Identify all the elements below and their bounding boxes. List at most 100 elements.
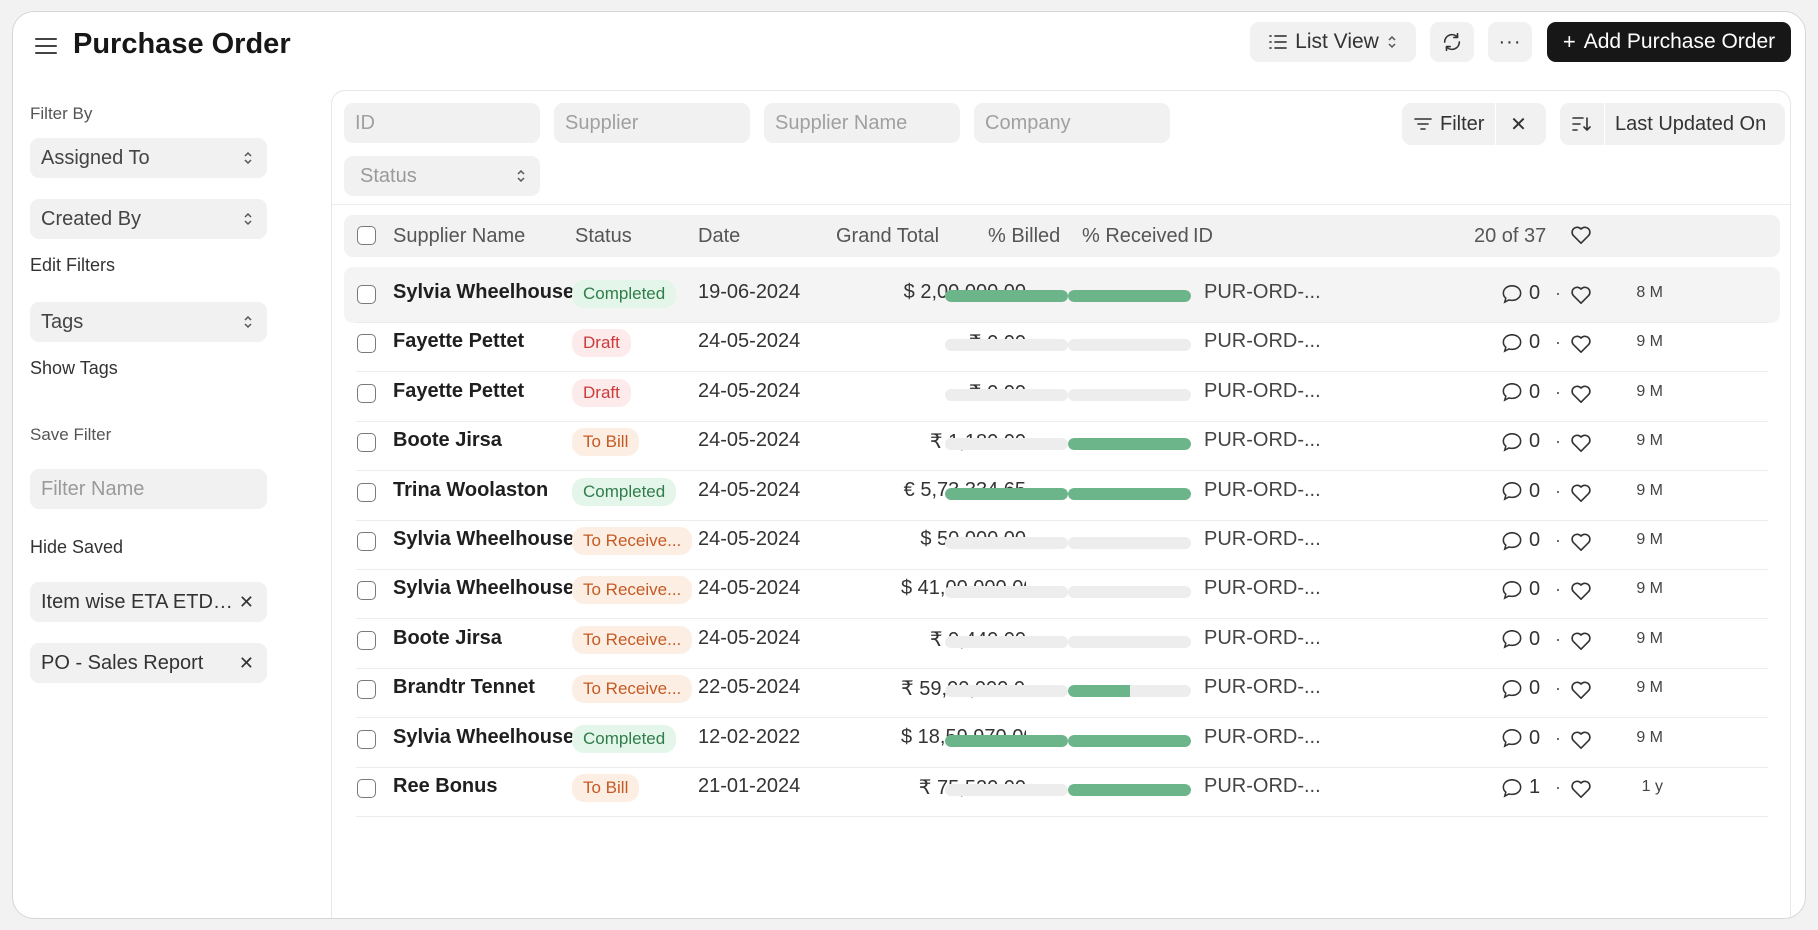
supplier-name-cell[interactable]: Ree Bonus bbox=[393, 775, 498, 797]
id-cell[interactable]: PUR-ORD-... bbox=[1204, 676, 1321, 699]
comment-count[interactable]: 0 bbox=[1501, 529, 1540, 552]
sort-direction-button[interactable] bbox=[1560, 103, 1604, 145]
row-checkbox[interactable] bbox=[357, 581, 376, 601]
supplier-name-cell[interactable]: Trina Woolaston bbox=[393, 478, 549, 501]
row-checkbox[interactable] bbox=[357, 532, 376, 551]
row-checkbox[interactable] bbox=[357, 433, 376, 453]
list-view-button[interactable]: List View bbox=[1250, 22, 1416, 62]
id-cell[interactable]: PUR-ORD-... bbox=[1204, 725, 1321, 748]
menu-icon[interactable] bbox=[35, 35, 57, 57]
company-filter-input[interactable] bbox=[974, 103, 1170, 143]
comment-count[interactable]: 0 bbox=[1501, 480, 1540, 503]
row-checkbox[interactable] bbox=[357, 630, 376, 650]
column-header-billed[interactable]: % Billed bbox=[988, 225, 1061, 247]
heart-icon[interactable] bbox=[1570, 225, 1592, 245]
id-filter-input[interactable] bbox=[344, 103, 540, 143]
supplier-name-cell[interactable]: Fayette Pettet bbox=[393, 379, 525, 402]
id-cell[interactable]: PUR-ORD-... bbox=[1204, 626, 1321, 649]
close-icon[interactable]: ✕ bbox=[238, 652, 254, 673]
status-filter-select[interactable]: Status bbox=[344, 156, 540, 196]
more-options-button[interactable]: ··· bbox=[1488, 22, 1532, 62]
id-cell[interactable]: PUR-ORD-... bbox=[1204, 528, 1321, 550]
column-header-supplier-name[interactable]: Supplier Name bbox=[393, 225, 526, 247]
id-cell[interactable]: PUR-ORD-... bbox=[1204, 281, 1321, 303]
table-row[interactable]: Sylvia Wheelhouse To Receive... 24-05-2024… bbox=[344, 563, 1780, 620]
column-header-id[interactable]: ID bbox=[1193, 225, 1213, 247]
refresh-button[interactable] bbox=[1430, 22, 1474, 62]
heart-icon[interactable] bbox=[1570, 483, 1592, 503]
comment-count[interactable]: 0 bbox=[1501, 430, 1540, 453]
supplier-name-cell[interactable]: Boote Jirsa bbox=[393, 429, 502, 452]
row-checkbox[interactable] bbox=[357, 729, 376, 749]
row-checkbox[interactable] bbox=[357, 334, 376, 354]
sort-field-button[interactable]: Last Updated On bbox=[1615, 112, 1767, 135]
heart-icon[interactable] bbox=[1570, 779, 1592, 799]
hide-saved-link[interactable]: Hide Saved bbox=[30, 537, 124, 557]
comment-count[interactable]: 0 bbox=[1501, 282, 1540, 305]
supplier-name-cell[interactable]: Sylvia Wheelhouse bbox=[393, 281, 575, 303]
comment-count[interactable]: 0 bbox=[1501, 578, 1540, 601]
saved-filter-chip[interactable]: PO - Sales Report ✕ bbox=[30, 643, 267, 683]
supplier-name-filter-input[interactable] bbox=[764, 103, 960, 143]
edit-filters-link[interactable]: Edit Filters bbox=[30, 255, 116, 275]
filter-name-input[interactable] bbox=[30, 469, 267, 509]
heart-icon[interactable] bbox=[1570, 680, 1592, 700]
column-header-received[interactable]: % Received bbox=[1082, 225, 1189, 247]
supplier-name-cell[interactable]: Boote Jirsa bbox=[393, 626, 502, 649]
saved-filter-chip[interactable]: Item wise ETA ETD Report ✕ bbox=[30, 582, 267, 622]
row-checkbox[interactable] bbox=[357, 285, 376, 304]
comment-count[interactable]: 0 bbox=[1501, 381, 1540, 404]
comment-count[interactable]: 0 bbox=[1501, 727, 1540, 750]
heart-icon[interactable] bbox=[1570, 384, 1592, 404]
table-row[interactable]: Sylvia Wheelhouse To Receive... 24-05-2024… bbox=[344, 514, 1780, 570]
comment-count[interactable]: 1 bbox=[1501, 776, 1540, 799]
row-checkbox[interactable] bbox=[357, 383, 376, 403]
clear-filter-icon[interactable]: ✕ bbox=[1510, 113, 1527, 136]
created-by-select[interactable]: Created By bbox=[30, 199, 267, 239]
heart-icon[interactable] bbox=[1570, 581, 1592, 601]
id-cell[interactable]: PUR-ORD-... bbox=[1204, 775, 1321, 797]
supplier-name-cell[interactable]: Sylvia Wheelhouse bbox=[393, 577, 575, 600]
add-purchase-order-button[interactable]: + Add Purchase Order bbox=[1547, 22, 1791, 62]
show-tags-link[interactable]: Show Tags bbox=[30, 358, 118, 378]
comment-count[interactable]: 0 bbox=[1501, 331, 1540, 354]
heart-icon[interactable] bbox=[1570, 730, 1592, 750]
id-cell[interactable]: PUR-ORD-... bbox=[1204, 330, 1321, 353]
close-icon[interactable]: ✕ bbox=[238, 591, 254, 612]
heart-icon[interactable] bbox=[1570, 532, 1592, 552]
select-all-checkbox[interactable] bbox=[357, 226, 376, 245]
comment-count[interactable]: 0 bbox=[1501, 628, 1540, 651]
supplier-name-cell[interactable]: Brandtr Tennet bbox=[393, 676, 535, 699]
supplier-name-cell[interactable]: Fayette Pettet bbox=[393, 330, 525, 353]
column-header-date[interactable]: Date bbox=[698, 225, 741, 247]
id-cell[interactable]: PUR-ORD-... bbox=[1204, 429, 1321, 452]
filter-button[interactable]: Filter bbox=[1402, 103, 1484, 145]
tags-select[interactable]: Tags bbox=[30, 302, 267, 342]
comment-count[interactable]: 0 bbox=[1501, 677, 1540, 700]
assigned-to-select[interactable]: Assigned To bbox=[30, 138, 267, 178]
supplier-name-cell[interactable]: Sylvia Wheelhouse bbox=[393, 725, 575, 748]
row-checkbox[interactable] bbox=[357, 482, 376, 502]
row-checkbox[interactable] bbox=[357, 779, 376, 798]
supplier-filter-input[interactable] bbox=[554, 103, 750, 143]
heart-icon[interactable] bbox=[1570, 334, 1592, 354]
supplier-name-cell[interactable]: Sylvia Wheelhouse bbox=[393, 528, 575, 550]
heart-icon[interactable] bbox=[1570, 631, 1592, 651]
heart-icon[interactable] bbox=[1570, 433, 1592, 453]
heart-icon[interactable] bbox=[1570, 285, 1592, 305]
id-cell[interactable]: PUR-ORD-... bbox=[1204, 577, 1321, 600]
column-header-status[interactable]: Status bbox=[575, 225, 632, 247]
row-checkbox[interactable] bbox=[357, 680, 376, 700]
id-cell[interactable]: PUR-ORD-... bbox=[1204, 478, 1321, 501]
id-cell[interactable]: PUR-ORD-... bbox=[1204, 379, 1321, 402]
column-header-grand-total[interactable]: Grand Total bbox=[836, 225, 940, 247]
